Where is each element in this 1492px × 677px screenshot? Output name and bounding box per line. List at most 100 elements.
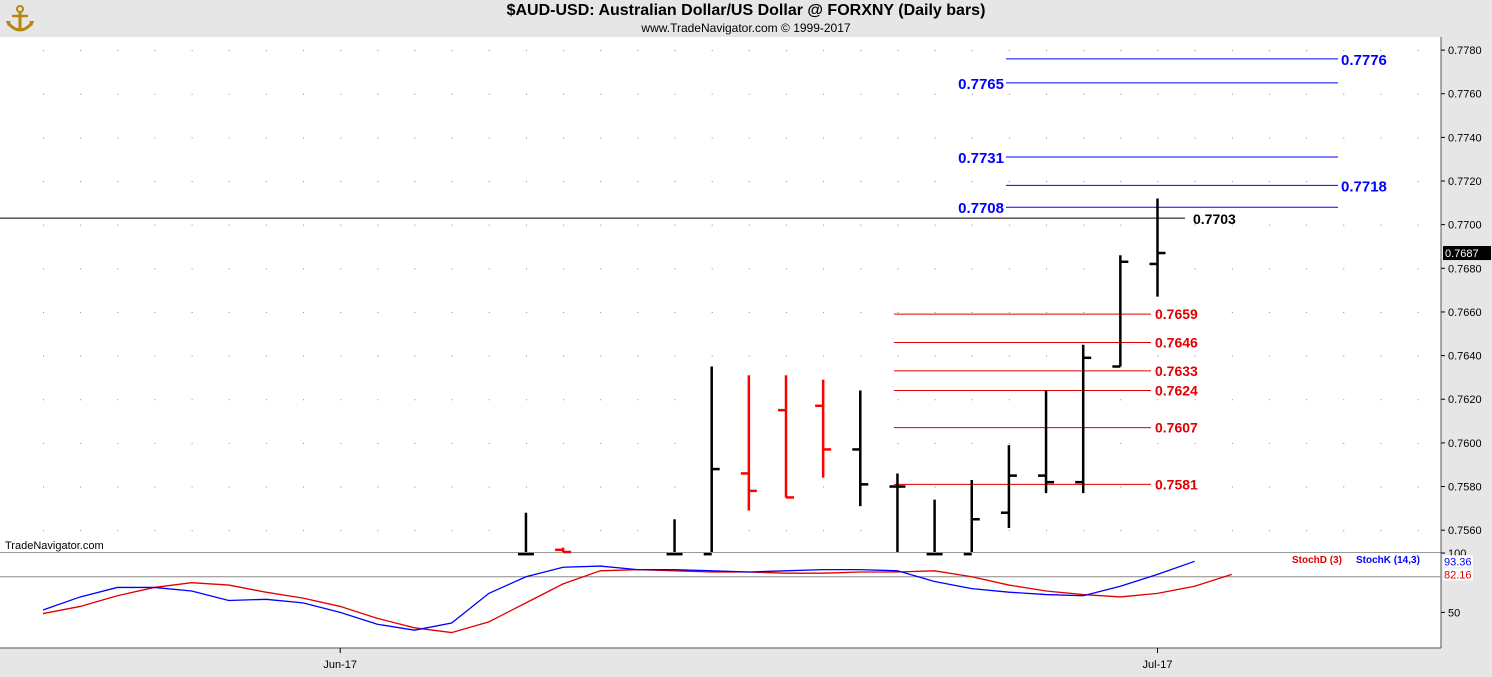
grid-dot	[897, 181, 899, 183]
date-axis: Jun-17 Jul-17	[323, 648, 1172, 671]
grid-dot	[711, 93, 713, 95]
grid-dot	[600, 355, 602, 357]
grid-dot	[600, 530, 602, 532]
grid-dot	[1083, 137, 1085, 139]
grid-dot	[600, 268, 602, 270]
grid-dot	[748, 224, 750, 226]
grid-dot	[1194, 268, 1196, 270]
grid-dot	[1194, 93, 1196, 95]
grid-dot	[1008, 50, 1010, 52]
grid-dot	[117, 224, 119, 226]
grid-dot	[786, 268, 787, 270]
stoch-k-label: StochK (14,3)	[1356, 555, 1420, 566]
last-price-box	[1443, 246, 1491, 261]
grid-dot	[674, 486, 676, 488]
grid-dot	[488, 399, 490, 401]
grid-dot	[377, 530, 379, 532]
grid-dot	[340, 399, 342, 401]
grid-dot	[488, 181, 490, 183]
grid-dot	[1157, 530, 1159, 532]
grid-dot	[43, 530, 44, 532]
grid-dot	[711, 50, 713, 52]
grid-dot	[637, 50, 639, 52]
grid-dot	[191, 355, 193, 357]
grid-dot	[786, 224, 787, 226]
grid-dot	[748, 181, 750, 183]
grid-dot	[154, 530, 156, 532]
grid-dot	[600, 93, 602, 95]
grid-dot	[1380, 486, 1382, 488]
price-tick-label: 0.7780	[1448, 45, 1482, 57]
grid-dot	[1268, 530, 1270, 532]
grid-dot	[191, 137, 193, 139]
price-tick-label: 0.7560	[1448, 525, 1482, 537]
grid-dot	[451, 50, 453, 52]
grid-dot	[860, 93, 862, 95]
grid-dot	[228, 355, 230, 357]
price-tick-label: 0.7720	[1448, 176, 1482, 188]
grid-dot	[377, 399, 379, 401]
grid-dot	[525, 442, 527, 444]
grid-dot	[637, 530, 639, 532]
grid-dot	[600, 442, 602, 444]
support-level-label: 0.7646	[1155, 335, 1198, 351]
grid-dot	[451, 355, 453, 357]
grid-dot	[1083, 50, 1085, 52]
grid-dot	[43, 311, 44, 313]
grid-dot	[1120, 486, 1122, 488]
grid-dot	[674, 137, 676, 139]
grid-dot	[1268, 93, 1270, 95]
grid-dot	[377, 224, 379, 226]
grid-dot	[637, 268, 639, 270]
grid-dot	[563, 268, 565, 270]
resistance-level-label: 0.7718	[1341, 178, 1387, 195]
grid	[43, 50, 1419, 532]
grid-dot	[1417, 311, 1419, 313]
grid-dot	[1417, 486, 1419, 488]
grid-dot	[1120, 224, 1122, 226]
grid-dot	[563, 137, 565, 139]
grid-dot	[340, 181, 342, 183]
grid-dot	[1380, 50, 1382, 52]
grid-dot	[1306, 224, 1308, 226]
grid-dot	[637, 399, 639, 401]
grid-dot	[451, 268, 453, 270]
grid-dot	[265, 486, 267, 488]
grid-dot	[80, 399, 82, 401]
grid-dot	[1268, 268, 1270, 270]
grid-dot	[600, 311, 602, 313]
resistance-level-label: 0.7765	[958, 76, 1004, 93]
grid-dot	[1343, 355, 1345, 357]
grid-dot	[1343, 93, 1345, 95]
grid-dot	[637, 442, 639, 444]
grid-dot	[451, 530, 453, 532]
ohlc-bar	[926, 499, 943, 556]
grid-dot	[1083, 268, 1085, 270]
ohlc-bar	[703, 366, 720, 556]
grid-dot	[674, 355, 676, 357]
grid-dot	[674, 50, 676, 52]
grid-dot	[1343, 311, 1345, 313]
grid-dot	[265, 181, 267, 183]
grid-dot	[1120, 442, 1122, 444]
grid-dot	[1231, 530, 1233, 532]
grid-dot	[934, 486, 936, 488]
support-level-label: 0.7624	[1155, 383, 1198, 399]
grid-dot	[228, 224, 230, 226]
grid-dot	[228, 311, 230, 313]
grid-dot	[1194, 530, 1196, 532]
grid-dot	[117, 50, 119, 52]
grid-dot	[1343, 181, 1345, 183]
ohlc-bar	[963, 479, 980, 556]
grid-dot	[897, 399, 899, 401]
grid-dot	[265, 93, 267, 95]
grid-dot	[1380, 311, 1382, 313]
grid-dot	[1046, 50, 1048, 52]
grid-dot	[43, 181, 44, 183]
grid-dot	[823, 486, 825, 488]
grid-dot	[80, 486, 82, 488]
grid-dot	[711, 224, 713, 226]
grid-dot	[303, 50, 305, 52]
grid-dot	[1157, 137, 1159, 139]
grid-dot	[265, 311, 267, 313]
